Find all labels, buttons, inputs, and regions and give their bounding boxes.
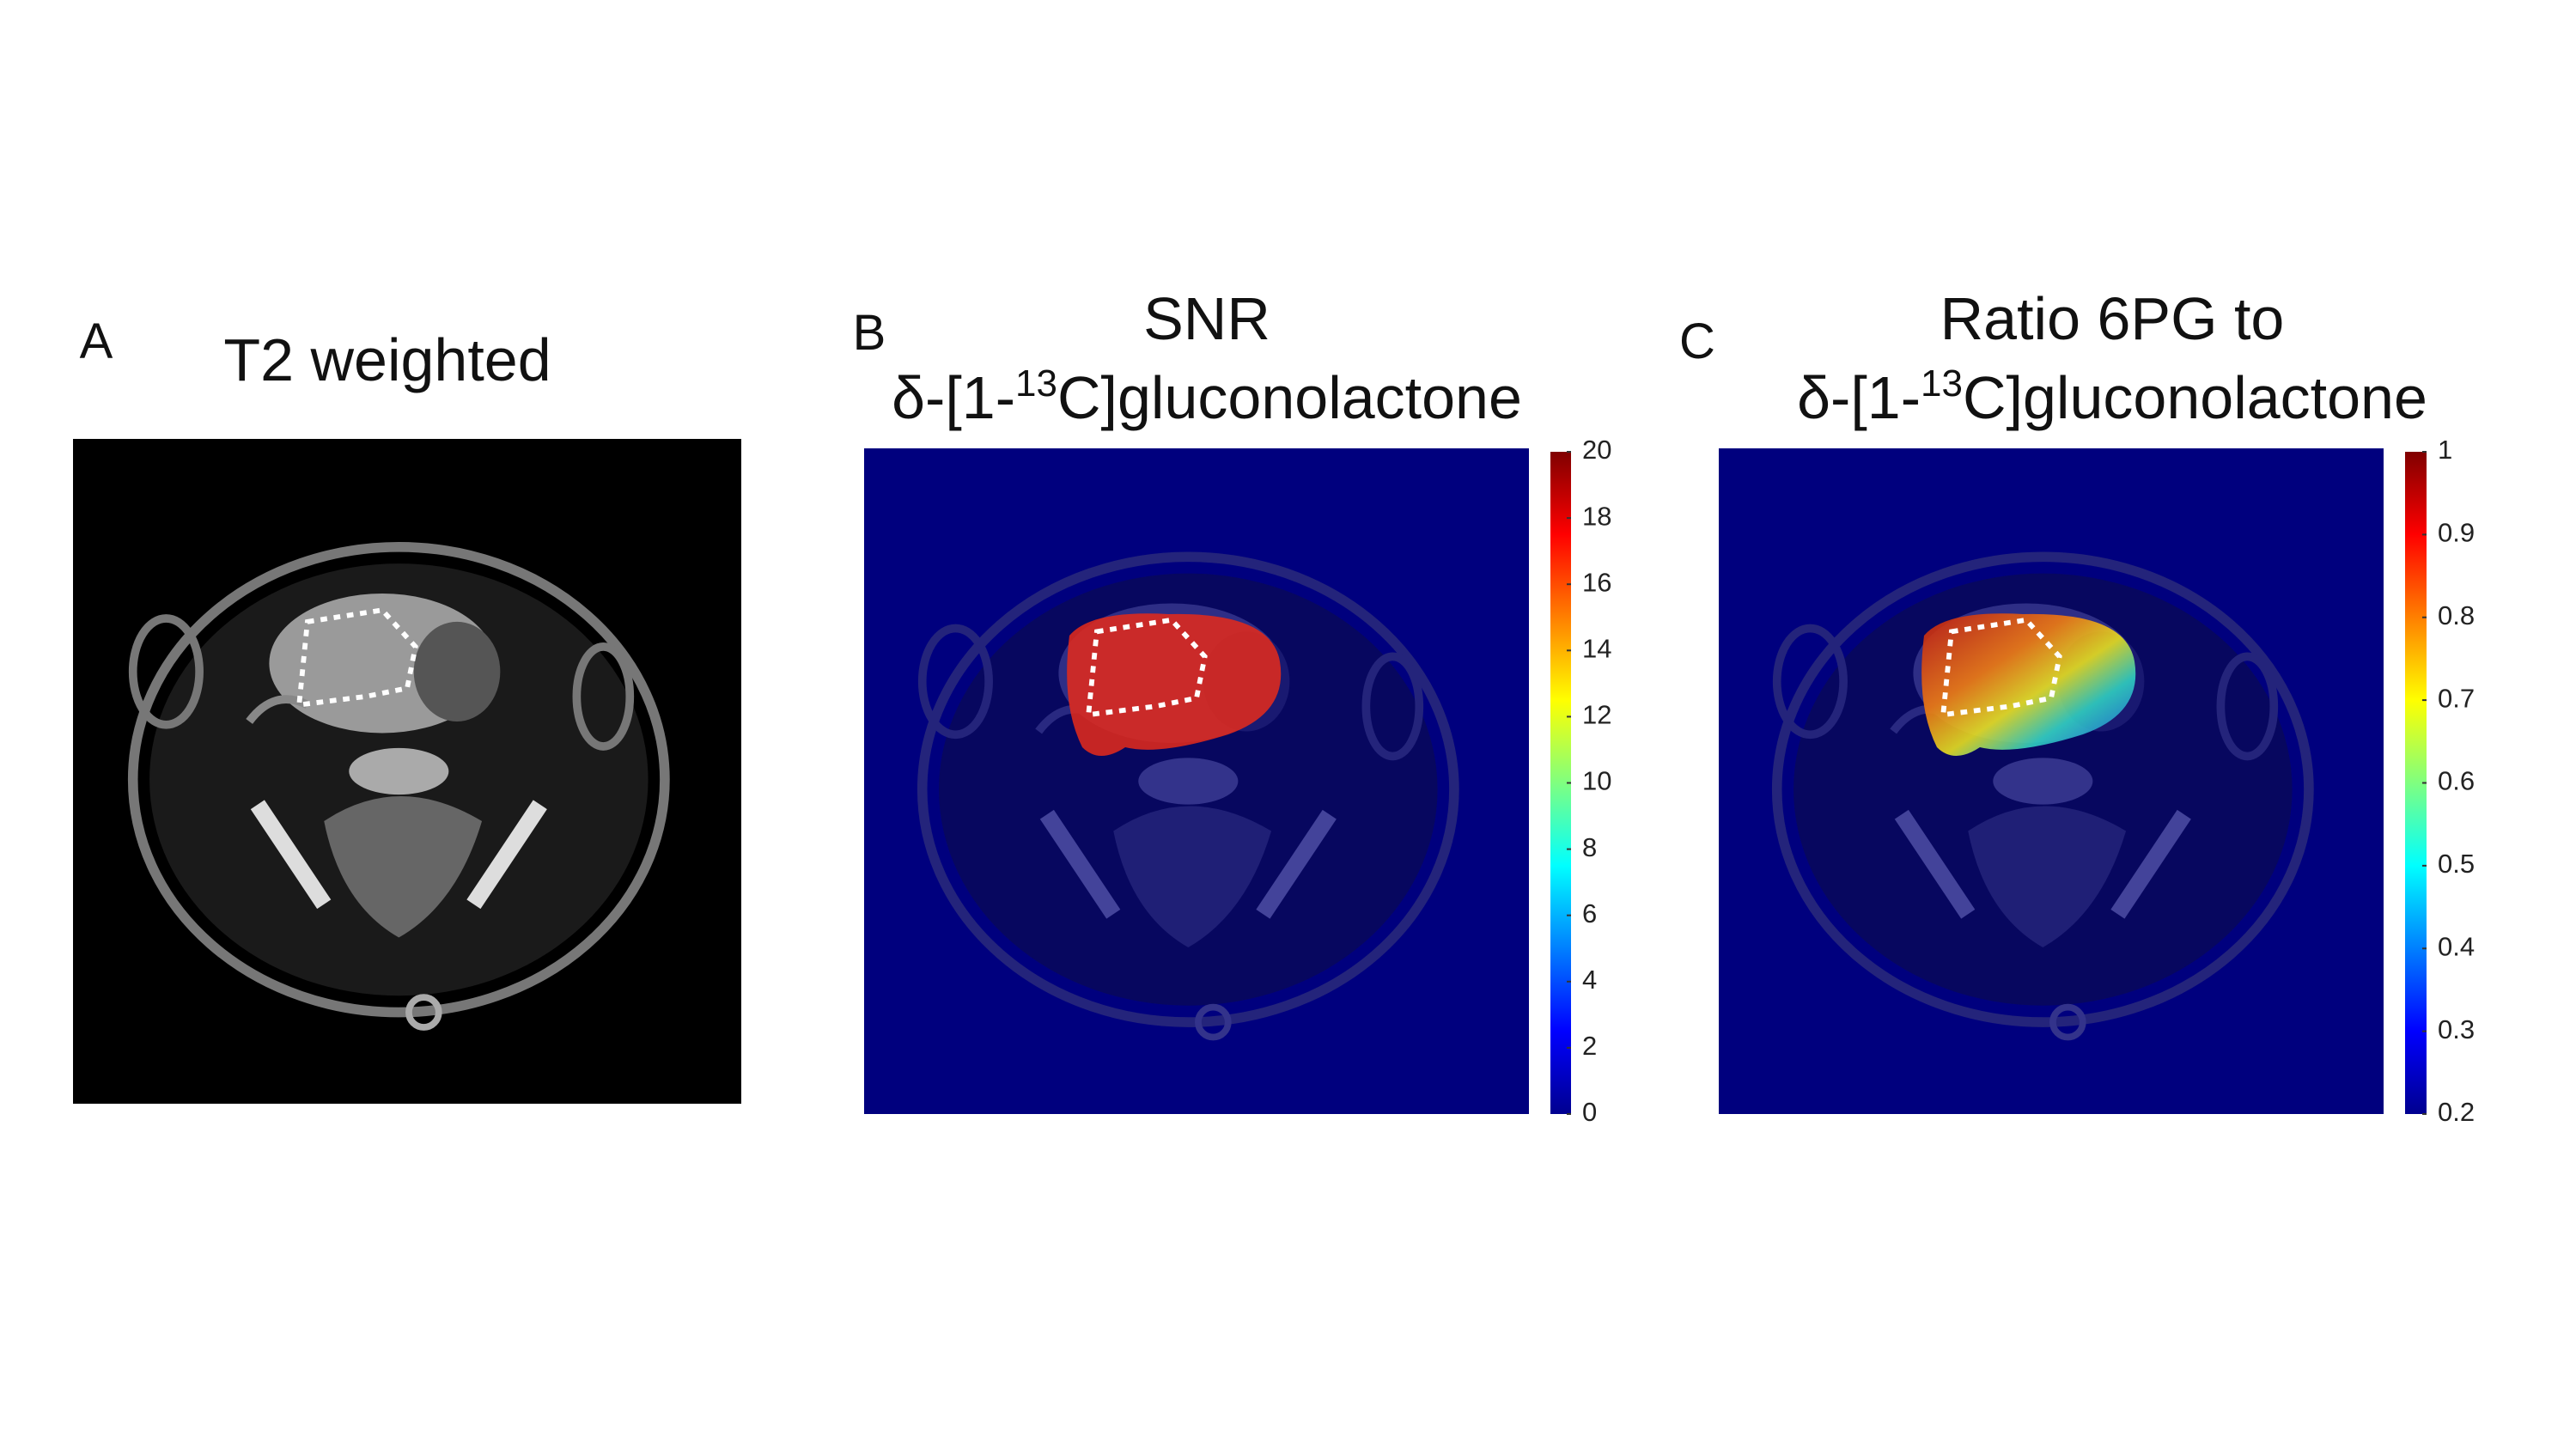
tick-label: 6 — [1582, 898, 1597, 928]
tick-label: 8 — [1582, 832, 1597, 862]
superscript: 13 — [1921, 362, 1963, 405]
subtitle-part: C]gluconolactone — [1057, 364, 1522, 431]
panel-subtitle: δ-[1-13C]gluconolactone — [1797, 362, 2427, 431]
panel-title: T2 weighted — [223, 326, 551, 393]
subtitle-part: C]gluconolactone — [1963, 364, 2427, 431]
tick-label: 4 — [1582, 965, 1597, 995]
tick-label: 0.4 — [2438, 931, 2475, 961]
tick-label: 10 — [1582, 766, 1611, 796]
subtitle-part: δ-[1- — [1797, 364, 1921, 431]
subtitle-part: δ-[1- — [892, 364, 1015, 431]
panel-label: C — [1679, 314, 1715, 369]
tick-label: 16 — [1582, 567, 1611, 597]
ratio-overlay — [1921, 613, 2136, 756]
tick-label: 14 — [1582, 633, 1611, 663]
tick-label: 0.8 — [2438, 600, 2475, 630]
snr-overlay — [1067, 613, 1282, 756]
tick-label: 18 — [1582, 501, 1611, 531]
panel-label: B — [853, 305, 886, 361]
tick-label: 20 — [1582, 435, 1611, 465]
superscript: 13 — [1015, 362, 1057, 405]
tick-label: 0.3 — [2438, 1014, 2475, 1044]
panel-title: SNR — [1143, 285, 1270, 352]
panel-title: Ratio 6PG to — [1940, 285, 2285, 352]
tick-label: 0.6 — [2438, 766, 2475, 796]
panel-label: A — [80, 314, 113, 369]
tick-label: 0.9 — [2438, 518, 2475, 548]
tick-label: 0.7 — [2438, 683, 2475, 713]
tick-label: 12 — [1582, 700, 1611, 730]
tick-label: 1 — [2438, 435, 2452, 465]
tick-label: 2 — [1582, 1031, 1597, 1061]
tick-label: 0.2 — [2438, 1097, 2475, 1127]
tick-label: 0 — [1582, 1097, 1597, 1127]
tick-label: 0.5 — [2438, 849, 2475, 879]
panel-subtitle: δ-[1-13C]gluconolactone — [892, 362, 1522, 431]
